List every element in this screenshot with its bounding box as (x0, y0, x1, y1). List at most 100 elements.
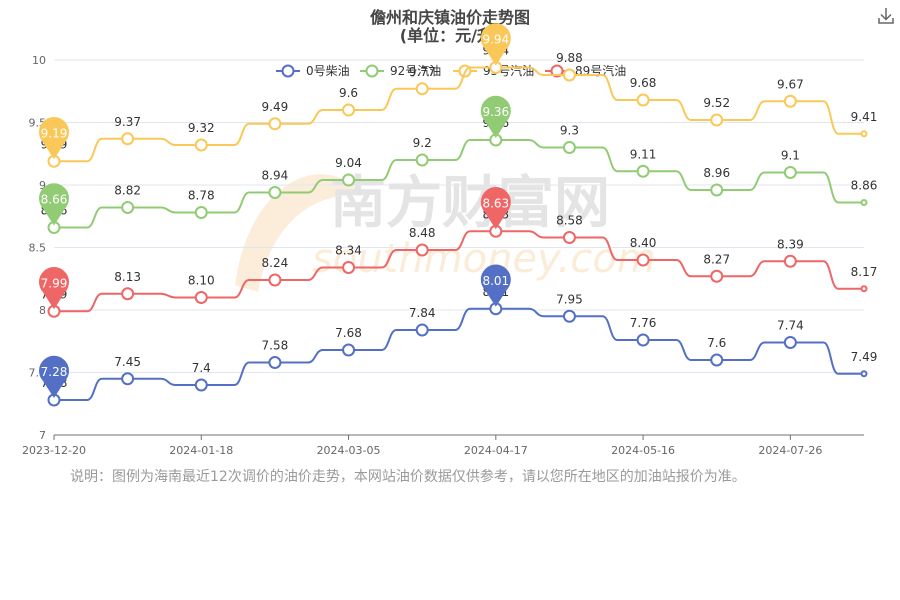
data-label: 8.48 (409, 226, 436, 240)
series-line (54, 66, 864, 163)
data-label: 8.58 (556, 214, 583, 228)
y-tick-label: 8 (39, 304, 46, 317)
data-point (268, 117, 282, 131)
min-pin: 8.66 (39, 183, 69, 226)
data-label: 9.6 (339, 86, 358, 100)
min-pin: 7.28 (39, 355, 69, 398)
data-point (562, 231, 576, 244)
pin-label: 8.66 (41, 193, 68, 207)
chart-title: 儋州和庆镇油价走势图 (369, 8, 530, 27)
data-point (636, 93, 650, 107)
data-point (783, 254, 797, 268)
data-label: 8.34 (335, 244, 362, 258)
data-label: 7.84 (409, 306, 436, 320)
data-point (121, 201, 135, 214)
data-point (860, 285, 868, 293)
max-pin: 8.01 (480, 264, 511, 307)
data-label: 8.40 (630, 236, 657, 250)
legend-marker (365, 64, 379, 78)
data-point (710, 113, 724, 127)
data-point (636, 164, 650, 178)
data-point (342, 103, 356, 117)
data-label: 8.82 (114, 184, 141, 198)
pin-label: 7.99 (41, 276, 68, 290)
data-point (562, 309, 576, 323)
data-label: 9.1 (781, 149, 800, 163)
data-point (710, 353, 724, 367)
data-label: 8.10 (188, 274, 215, 288)
data-point (562, 68, 576, 82)
legend-item[interactable]: 92号汽油 (360, 63, 441, 78)
min-pin: 9.19 (39, 117, 69, 160)
pin-label: 8.63 (482, 196, 509, 210)
data-point (562, 141, 576, 154)
data-point (783, 166, 797, 179)
data-label: 9.49 (262, 100, 289, 114)
legend[interactable]: 0号柴油 92号汽油 95号汽油 89号汽油 (276, 63, 626, 78)
data-label: 9.37 (114, 115, 141, 129)
data-label: 9.77 (409, 65, 436, 79)
x-tick-label: 2024-07-26 (758, 444, 822, 457)
data-point (860, 370, 868, 378)
data-label: 8.94 (262, 169, 289, 183)
chart-note: 说明：图例为海南最近12次调价的油价走势，本网站油价数据仅供参考，请以您所在地区… (70, 469, 746, 485)
y-tick-label: 8.5 (29, 242, 47, 255)
data-label: 7.58 (262, 339, 289, 353)
data-label: 9.2 (413, 136, 432, 150)
data-point (268, 273, 282, 287)
data-point (194, 206, 208, 219)
data-point (636, 333, 650, 347)
data-point (710, 269, 724, 283)
data-point (783, 94, 797, 108)
data-label: 9.52 (703, 96, 730, 110)
data-point (415, 243, 429, 257)
data-point (194, 291, 208, 304)
data-label: 8.17 (851, 265, 878, 279)
x-tick-label: 2024-05-16 (611, 444, 675, 457)
x-tick-label: 2024-03-05 (317, 444, 381, 457)
data-point (121, 372, 135, 386)
series-lines (54, 66, 864, 401)
data-label: 7.4 (192, 361, 211, 375)
data-point (268, 356, 282, 369)
pin-label: 9.36 (482, 105, 509, 119)
data-point (415, 153, 429, 167)
max-pin: 9.94 (480, 23, 511, 66)
data-label: 7.76 (630, 316, 657, 330)
data-point (636, 253, 650, 267)
data-point (121, 132, 135, 146)
min-max-pins: 7.28 8.01 8.66 9.36 9.19 9.94 7.99 8.63 (39, 23, 511, 398)
download-icon[interactable] (876, 6, 896, 26)
max-pin: 8.63 (480, 187, 511, 230)
data-label: 8.13 (114, 270, 141, 284)
data-label: 8.78 (188, 189, 215, 203)
y-tick-label: 10 (32, 54, 46, 67)
pin-label: 9.94 (482, 33, 509, 47)
data-point (194, 138, 208, 152)
pin-label: 8.01 (482, 274, 509, 288)
data-label: 7.95 (556, 292, 583, 306)
data-label: 8.39 (777, 237, 804, 251)
y-tick-label: 7 (39, 429, 46, 442)
y-tick-label: 9 (39, 179, 46, 192)
data-point (415, 323, 429, 337)
data-label: 8.24 (262, 256, 289, 270)
data-point (194, 378, 208, 392)
pin-label: 9.19 (41, 126, 68, 140)
data-point (783, 336, 797, 349)
data-label: 7.6 (707, 336, 726, 350)
legend-item[interactable]: 0号柴油 (276, 64, 350, 78)
chart-subtitle: (单位：元/升) (399, 26, 501, 45)
watermark-cn: 南方财富网 (330, 171, 610, 236)
data-point (342, 261, 356, 274)
max-pin: 9.36 (480, 95, 511, 138)
data-point (860, 130, 868, 138)
data-points (47, 61, 868, 407)
data-label: 9.3 (560, 124, 579, 138)
data-label: 8.86 (851, 179, 878, 193)
data-label: 7.74 (777, 319, 804, 333)
series-line (54, 139, 864, 229)
data-label: 7.68 (335, 326, 362, 340)
